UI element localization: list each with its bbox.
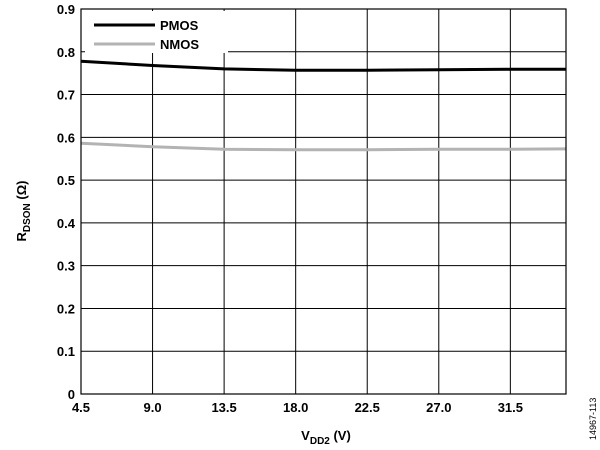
y-axis-title-main: R (14, 232, 29, 242)
y-tick-label: 0.2 (57, 301, 75, 316)
series-line-pmos (80, 59, 566, 72)
y-axis-title-unit: (Ω) (14, 181, 29, 204)
x-axis-title: VDD2 (V) (301, 428, 351, 447)
x-tick-label: 9.0 (144, 400, 162, 415)
x-tick-label: 18.0 (283, 400, 308, 415)
y-axis-title: RDSON (Ω) (14, 181, 33, 242)
legend-label-pmos: PMOS (160, 18, 199, 33)
x-axis-title-sub: DD2 (310, 436, 330, 447)
y-tick-label: 0.7 (57, 88, 75, 103)
figure-id: 14967-113 (588, 398, 598, 440)
x-tick-labels: 4.5 9.0 13.5 18.0 22.5 27.0 31.5 (72, 400, 523, 415)
y-tick-label: 0.8 (57, 45, 75, 60)
y-tick-label: 0.9 (57, 2, 75, 17)
y-axis-title-sub: DSON (22, 203, 33, 232)
y-tick-label: 0.6 (57, 130, 75, 145)
x-tick-label: 22.5 (355, 400, 380, 415)
x-tick-label: 4.5 (72, 400, 90, 415)
x-tick-label: 31.5 (498, 400, 523, 415)
y-tick-label: 0.3 (57, 259, 75, 274)
x-axis-title-unit: (V) (330, 428, 351, 443)
y-tick-label: 0.4 (57, 216, 76, 231)
legend-label-nmos: NMOS (160, 37, 199, 52)
legend-box (85, 11, 228, 53)
legend: PMOS NMOS (85, 11, 228, 53)
y-tick-label: 0.5 (57, 173, 75, 188)
x-tick-label: 13.5 (211, 400, 236, 415)
y-tick-label: 0.1 (57, 344, 75, 359)
x-axis-title-main: V (301, 428, 310, 443)
y-tick-label: 0 (68, 387, 75, 402)
x-tick-label: 27.0 (426, 400, 451, 415)
plot-frame (80, 8, 567, 395)
y-tick-labels: 0 0.1 0.2 0.3 0.4 0.5 0.6 0.7 0.8 0.9 (57, 2, 76, 402)
series-line-nmos (80, 141, 567, 152)
series-lines (80, 59, 567, 152)
